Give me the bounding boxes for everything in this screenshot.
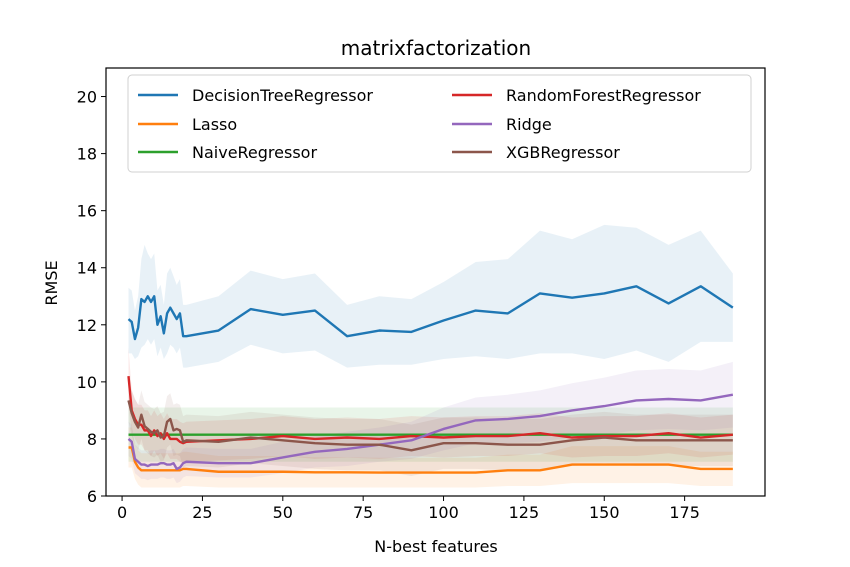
y-tick-label: 12 bbox=[77, 316, 97, 335]
x-tick-label: 25 bbox=[192, 503, 212, 522]
legend-label-xgbregressor: XGBRegressor bbox=[506, 143, 620, 162]
legend-label-randomforestregressor: RandomForestRegressor bbox=[506, 86, 701, 105]
y-tick-label: 20 bbox=[77, 88, 97, 107]
series-line-ridge bbox=[127, 393, 734, 471]
legend: DecisionTreeRegressor Lasso NaiveRegressor… bbox=[127, 74, 752, 173]
y-axis-ticks: 6 8 10 12 14 16 18 20 bbox=[77, 88, 106, 506]
chart-title: matrixfactorization bbox=[341, 36, 531, 60]
plot-area-frame bbox=[105, 67, 766, 497]
series-line-lasso bbox=[128, 446, 733, 474]
legend-label-lasso: Lasso bbox=[192, 115, 237, 134]
x-tick-label: 175 bbox=[669, 503, 700, 522]
x-axis-label: N-best features bbox=[374, 537, 498, 556]
band-xgbregressor bbox=[128, 379, 733, 477]
x-tick-label: 75 bbox=[353, 503, 373, 522]
y-tick-label: 16 bbox=[77, 202, 97, 221]
legend-label-ridge: Ridge bbox=[506, 115, 552, 134]
x-axis-ticks: 0 25 50 75 100 125 150 175 bbox=[117, 496, 700, 522]
series-line-randomforestregressor bbox=[127, 376, 733, 445]
y-axis-label: RMSE bbox=[42, 260, 61, 305]
y-tick-label: 6 bbox=[87, 487, 97, 506]
x-tick-label: 50 bbox=[273, 503, 293, 522]
band-ridge bbox=[128, 361, 733, 484]
x-tick-label: 125 bbox=[509, 503, 540, 522]
legend-label-naiveregressor: NaiveRegressor bbox=[192, 143, 317, 162]
legend-label-decisiontreeregressor: DecisionTreeRegressor bbox=[192, 86, 373, 105]
y-tick-label: 14 bbox=[77, 259, 97, 278]
x-tick-label: 150 bbox=[589, 503, 620, 522]
x-tick-label: 0 bbox=[117, 503, 127, 522]
y-tick-label: 18 bbox=[77, 145, 97, 164]
legend-box bbox=[127, 74, 752, 173]
y-tick-label: 10 bbox=[77, 373, 97, 392]
y-tick-label: 8 bbox=[87, 430, 97, 449]
x-tick-label: 100 bbox=[428, 503, 459, 522]
band-decisiontreeregressor bbox=[128, 224, 733, 368]
series-line-decisiontreeregressor bbox=[127, 285, 734, 341]
series-lines bbox=[127, 285, 734, 474]
series-line-xgbregressor bbox=[127, 400, 733, 452]
